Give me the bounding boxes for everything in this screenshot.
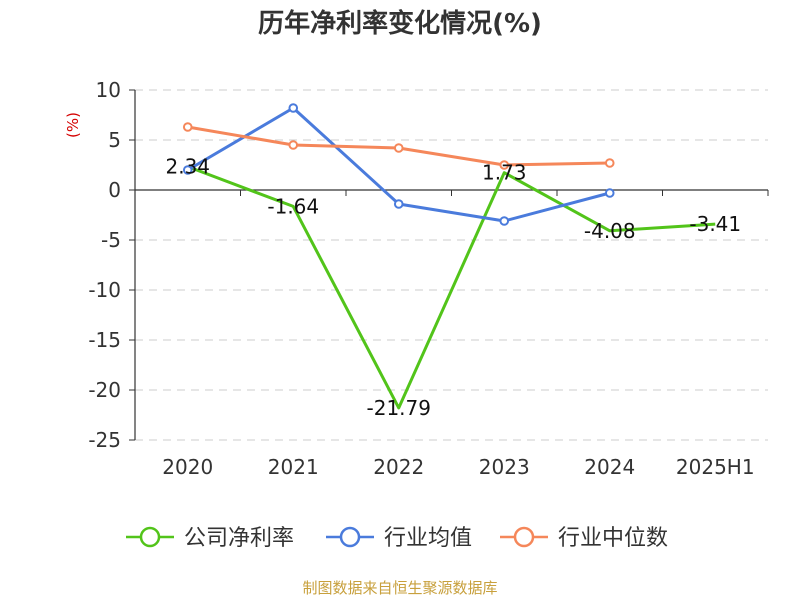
legend: 公司净利率 行业均值 行业中位数 (126, 526, 668, 551)
y-tick-label: -20 (88, 378, 121, 402)
legend-label: 公司净利率 (184, 526, 294, 551)
x-tick-label: 2021 (268, 455, 319, 479)
series-lines (186, 106, 716, 410)
series-marker (499, 216, 510, 226)
y-tick-label: 10 (96, 78, 121, 102)
series-marker (393, 143, 404, 153)
chart-title: 历年净利率变化情况(%) (258, 8, 542, 39)
x-tick-label: 2020 (162, 455, 213, 479)
legend-label: 行业中位数 (558, 526, 668, 551)
x-tick-label: 2024 (584, 455, 635, 479)
series-markers (182, 103, 615, 226)
legend-marker (139, 526, 161, 548)
data-label: -3.41 (689, 212, 741, 236)
x-tick-label: 2023 (479, 455, 530, 479)
legend-marker (339, 526, 361, 548)
data-label: 2.34 (165, 155, 210, 179)
series-marker (288, 140, 299, 150)
legend-marker (513, 526, 535, 548)
data-label: 1.73 (482, 161, 527, 185)
y-tick-label: 0 (108, 178, 121, 202)
series-marker (604, 188, 615, 198)
x-tick-labels: 2020 2021 2022 2023 2024 2025H1 (162, 455, 754, 479)
y-axis-label: (%) (64, 112, 82, 138)
data-labels: 2.34 -1.64 -21.79 1.73 -4.08 -3.41 (165, 155, 741, 420)
y-tick-label: -10 (88, 278, 121, 302)
data-label: -1.64 (267, 194, 319, 218)
series-line (187, 165, 716, 410)
y-tick-label: 5 (108, 128, 121, 152)
source-text: 制图数据来自恒生聚源数据库 (302, 579, 497, 597)
data-label: -4.08 (584, 219, 636, 243)
y-tick-labels: 10 5 0 -5 -10 -15 -20 -25 (88, 78, 121, 452)
legend-label: 行业均值 (384, 526, 472, 551)
series-marker (182, 122, 193, 132)
y-tick-label: -25 (88, 428, 121, 452)
series-marker (393, 199, 404, 209)
series-marker (288, 103, 299, 113)
data-label: -21.79 (367, 396, 431, 420)
y-tick-label: -15 (88, 328, 121, 352)
series-marker (499, 160, 510, 170)
gridlines (129, 89, 768, 441)
axes (134, 90, 769, 440)
x-tick-label: 2025H1 (676, 455, 755, 479)
series-marker (604, 158, 615, 168)
series-marker (182, 165, 193, 175)
x-tick-label: 2022 (373, 455, 424, 479)
y-tick-label: -5 (101, 228, 121, 252)
